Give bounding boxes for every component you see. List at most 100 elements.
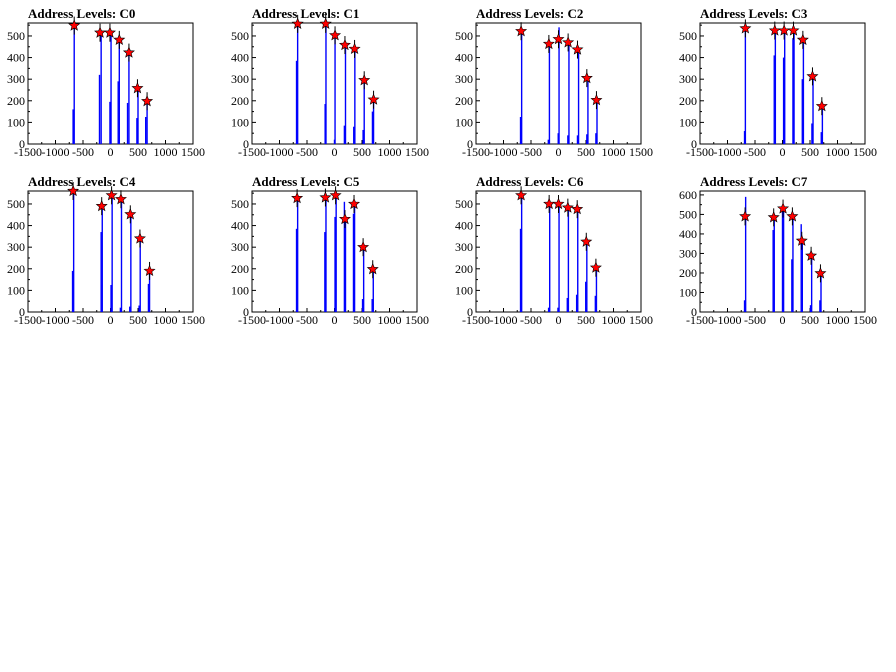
y-tick-label: 300 xyxy=(679,246,697,260)
y-tick-label: 200 xyxy=(231,94,249,108)
bar xyxy=(147,283,150,312)
bar xyxy=(363,79,365,144)
peak-marker xyxy=(739,210,752,222)
x-tick-label: 1000 xyxy=(602,313,626,327)
x-tick-label: 500 xyxy=(353,313,371,327)
bar xyxy=(325,197,327,312)
bar xyxy=(802,38,805,144)
bar xyxy=(595,267,598,312)
bar xyxy=(558,202,560,312)
y-tick-label: 300 xyxy=(7,72,25,86)
x-tick-label: -500 xyxy=(72,313,94,327)
y-tick-label: 400 xyxy=(679,51,697,65)
bar xyxy=(343,201,346,312)
peak-marker xyxy=(805,249,818,261)
y-tick-label: 300 xyxy=(7,240,25,254)
x-tick-label: -1000 xyxy=(714,313,742,327)
chart-title: Address Levels: C1 xyxy=(252,6,359,21)
x-tick-label: 1500 xyxy=(853,313,877,327)
peak-marker xyxy=(552,197,565,210)
y-tick-label: 200 xyxy=(455,262,473,276)
bar xyxy=(100,35,102,144)
bar xyxy=(354,46,356,145)
peak-marker xyxy=(68,19,81,31)
bar xyxy=(138,305,140,312)
y-tick-label: 400 xyxy=(231,51,249,65)
y-tick-label: 300 xyxy=(231,240,249,254)
bar xyxy=(361,299,364,312)
chart-title: Address Levels: C6 xyxy=(476,174,584,189)
peak-marker xyxy=(562,36,575,48)
peak-marker xyxy=(338,38,351,51)
peak-marker xyxy=(67,184,80,197)
y-tick-label: 500 xyxy=(231,197,249,211)
bar xyxy=(371,299,373,312)
bar xyxy=(774,29,777,144)
bar xyxy=(145,116,147,144)
x-tick-label: -1500 xyxy=(462,145,490,159)
bar xyxy=(334,216,336,312)
x-tick-label: 1000 xyxy=(378,313,402,327)
peak-marker xyxy=(319,17,332,29)
chart-panel-2: Address Levels: C2-1500 -1000 -500 0 500 1000… xyxy=(455,6,653,159)
bar xyxy=(119,307,122,312)
x-tick-label: -1000 xyxy=(266,145,294,159)
peak-marker xyxy=(815,99,828,112)
bar xyxy=(130,213,132,312)
peak-marker xyxy=(133,232,146,244)
peak-marker xyxy=(357,240,370,253)
y-tick-label: 500 xyxy=(7,197,25,211)
y-tick-label: 400 xyxy=(455,51,473,65)
x-tick-label: -1500 xyxy=(686,145,714,159)
chart-title: Address Levels: C0 xyxy=(28,6,135,21)
bar xyxy=(372,97,375,144)
y-tick-label: 0 xyxy=(691,305,697,319)
x-tick-label: 1500 xyxy=(181,313,205,327)
bar xyxy=(520,29,523,144)
y-tick-label: 400 xyxy=(455,219,473,233)
peak-marker xyxy=(358,73,371,86)
x-tick-label: -500 xyxy=(72,145,94,159)
peak-marker xyxy=(367,93,380,105)
bar xyxy=(118,41,120,144)
bar xyxy=(566,297,568,312)
x-tick-label: -1000 xyxy=(714,145,742,159)
peak-marker xyxy=(114,192,127,205)
x-tick-label: 0 xyxy=(108,145,114,159)
x-tick-label: 0 xyxy=(780,145,786,159)
plot-frame xyxy=(699,22,866,145)
x-tick-label: 1000 xyxy=(826,145,850,159)
x-tick-label: -1000 xyxy=(490,145,518,159)
bar xyxy=(744,27,747,145)
bar xyxy=(334,33,336,144)
bar xyxy=(820,271,822,312)
peak-marker xyxy=(329,189,342,201)
x-tick-label: 1000 xyxy=(378,145,402,159)
chart-panel-1: Address Levels: C1-1500 -1000 -500 0 500 1000… xyxy=(231,6,429,159)
y-tick-label: 100 xyxy=(231,283,249,297)
x-tick-label: -1000 xyxy=(42,145,70,159)
y-tick-label: 100 xyxy=(231,115,249,129)
chart-panel-5: Address Levels: C5-1500 -1000 -500 0 500 1000… xyxy=(231,174,429,327)
bar xyxy=(71,270,74,312)
bar xyxy=(129,306,131,312)
y-tick-label: 100 xyxy=(679,115,697,129)
peak-marker xyxy=(580,235,593,247)
bar xyxy=(139,240,141,312)
x-tick-label: -1500 xyxy=(462,313,490,327)
peak-marker xyxy=(319,191,332,203)
bar xyxy=(792,214,794,312)
peak-marker xyxy=(143,264,156,277)
y-tick-label: 500 xyxy=(231,29,249,43)
bar xyxy=(793,30,795,144)
bar xyxy=(792,38,794,144)
y-tick-label: 200 xyxy=(7,262,25,276)
chart-title: Address Levels: C3 xyxy=(700,6,808,21)
y-tick-label: 100 xyxy=(7,283,25,297)
bar xyxy=(784,28,786,144)
peak-marker xyxy=(515,24,528,37)
x-tick-label: -500 xyxy=(520,313,542,327)
x-tick-label: 1000 xyxy=(154,145,178,159)
y-tick-label: 500 xyxy=(455,29,473,43)
x-tick-label: 1500 xyxy=(629,145,653,159)
